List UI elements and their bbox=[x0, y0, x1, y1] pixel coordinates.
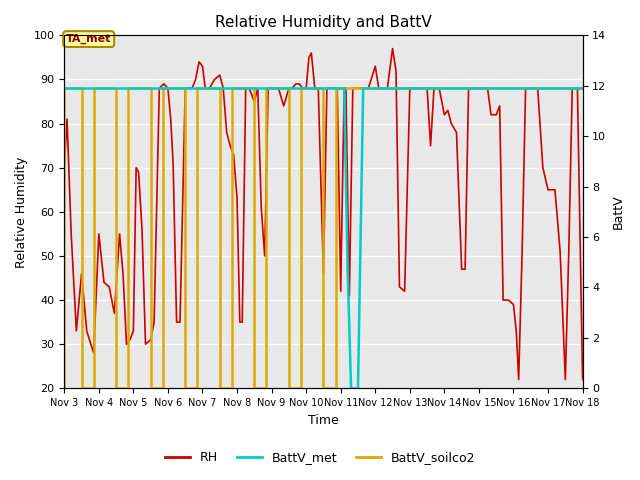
Y-axis label: Relative Humidity: Relative Humidity bbox=[15, 156, 28, 267]
Y-axis label: BattV: BattV bbox=[612, 194, 625, 229]
Legend: RH, BattV_met, BattV_soilco2: RH, BattV_met, BattV_soilco2 bbox=[159, 446, 481, 469]
Title: Relative Humidity and BattV: Relative Humidity and BattV bbox=[215, 15, 432, 30]
X-axis label: Time: Time bbox=[308, 414, 339, 427]
Text: TA_met: TA_met bbox=[66, 34, 111, 44]
